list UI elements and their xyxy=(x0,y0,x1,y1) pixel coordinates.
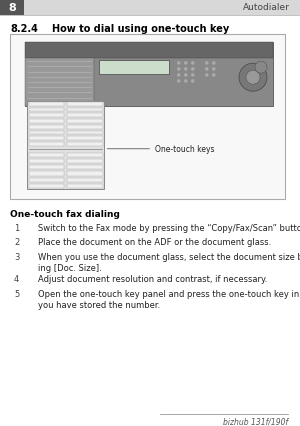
Text: Adjust document resolution and contrast, if necessary.: Adjust document resolution and contrast,… xyxy=(38,275,267,284)
Text: Place the document on the ADF or the document glass.: Place the document on the ADF or the doc… xyxy=(38,238,271,247)
Bar xyxy=(67,109,103,112)
Circle shape xyxy=(212,68,216,72)
Circle shape xyxy=(246,71,260,85)
Bar xyxy=(67,172,103,176)
Circle shape xyxy=(177,74,181,78)
Text: 8.2.4: 8.2.4 xyxy=(10,24,38,34)
Circle shape xyxy=(191,62,195,66)
Bar xyxy=(28,184,64,189)
Circle shape xyxy=(177,68,181,72)
Circle shape xyxy=(239,64,267,92)
Bar xyxy=(28,126,64,130)
Text: 2: 2 xyxy=(14,238,19,247)
Text: Open the one-touch key panel and press the one-touch key in which
you have store: Open the one-touch key panel and press t… xyxy=(38,289,300,309)
Bar xyxy=(67,137,103,141)
Circle shape xyxy=(191,68,195,72)
Circle shape xyxy=(191,80,195,83)
Bar xyxy=(67,166,103,170)
Circle shape xyxy=(212,62,216,66)
Circle shape xyxy=(212,74,216,78)
Bar xyxy=(67,143,103,147)
Bar xyxy=(0,0,24,16)
Bar xyxy=(28,137,64,141)
Bar xyxy=(28,103,64,106)
Text: 1: 1 xyxy=(14,224,19,233)
Bar xyxy=(67,131,103,135)
Bar xyxy=(67,153,103,158)
Text: bizhub 131f/190f: bizhub 131f/190f xyxy=(223,417,288,426)
Bar xyxy=(99,61,169,75)
Bar xyxy=(67,178,103,182)
Bar xyxy=(0,0,300,16)
Bar xyxy=(67,114,103,118)
Circle shape xyxy=(184,62,188,66)
Bar xyxy=(28,114,64,118)
Text: When you use the document glass, select the document size by press-
ing [Doc. Si: When you use the document glass, select … xyxy=(38,253,300,273)
Text: 8: 8 xyxy=(8,3,16,13)
Text: Autodialer: Autodialer xyxy=(243,3,290,12)
Bar xyxy=(28,109,64,112)
Bar xyxy=(67,120,103,124)
Text: One-touch keys: One-touch keys xyxy=(107,145,214,154)
Bar xyxy=(27,102,104,190)
Bar xyxy=(67,103,103,106)
Text: Switch to the Fax mode by pressing the “Copy/Fax/Scan” button.: Switch to the Fax mode by pressing the “… xyxy=(38,224,300,233)
Circle shape xyxy=(255,62,267,74)
Bar xyxy=(67,184,103,189)
Bar xyxy=(10,35,285,199)
Bar xyxy=(25,59,94,107)
Text: One-touch fax dialing: One-touch fax dialing xyxy=(10,210,120,219)
Bar xyxy=(25,43,273,59)
Bar xyxy=(28,153,64,158)
Bar xyxy=(67,160,103,164)
Text: 3: 3 xyxy=(14,253,20,262)
Bar xyxy=(28,131,64,135)
Bar xyxy=(28,160,64,164)
Circle shape xyxy=(184,74,188,78)
Text: 4: 4 xyxy=(14,275,19,284)
Bar xyxy=(28,166,64,170)
Circle shape xyxy=(205,74,208,78)
Circle shape xyxy=(191,74,195,78)
Text: 5: 5 xyxy=(14,289,19,298)
Text: How to dial using one-touch key: How to dial using one-touch key xyxy=(52,24,229,34)
Circle shape xyxy=(177,80,181,83)
Bar xyxy=(28,143,64,147)
Bar xyxy=(67,126,103,130)
Circle shape xyxy=(184,68,188,72)
Bar xyxy=(28,120,64,124)
Bar xyxy=(25,43,273,107)
Circle shape xyxy=(177,62,181,66)
Bar xyxy=(28,178,64,182)
Circle shape xyxy=(205,62,208,66)
Circle shape xyxy=(184,80,188,83)
Bar xyxy=(28,172,64,176)
Circle shape xyxy=(205,68,208,72)
